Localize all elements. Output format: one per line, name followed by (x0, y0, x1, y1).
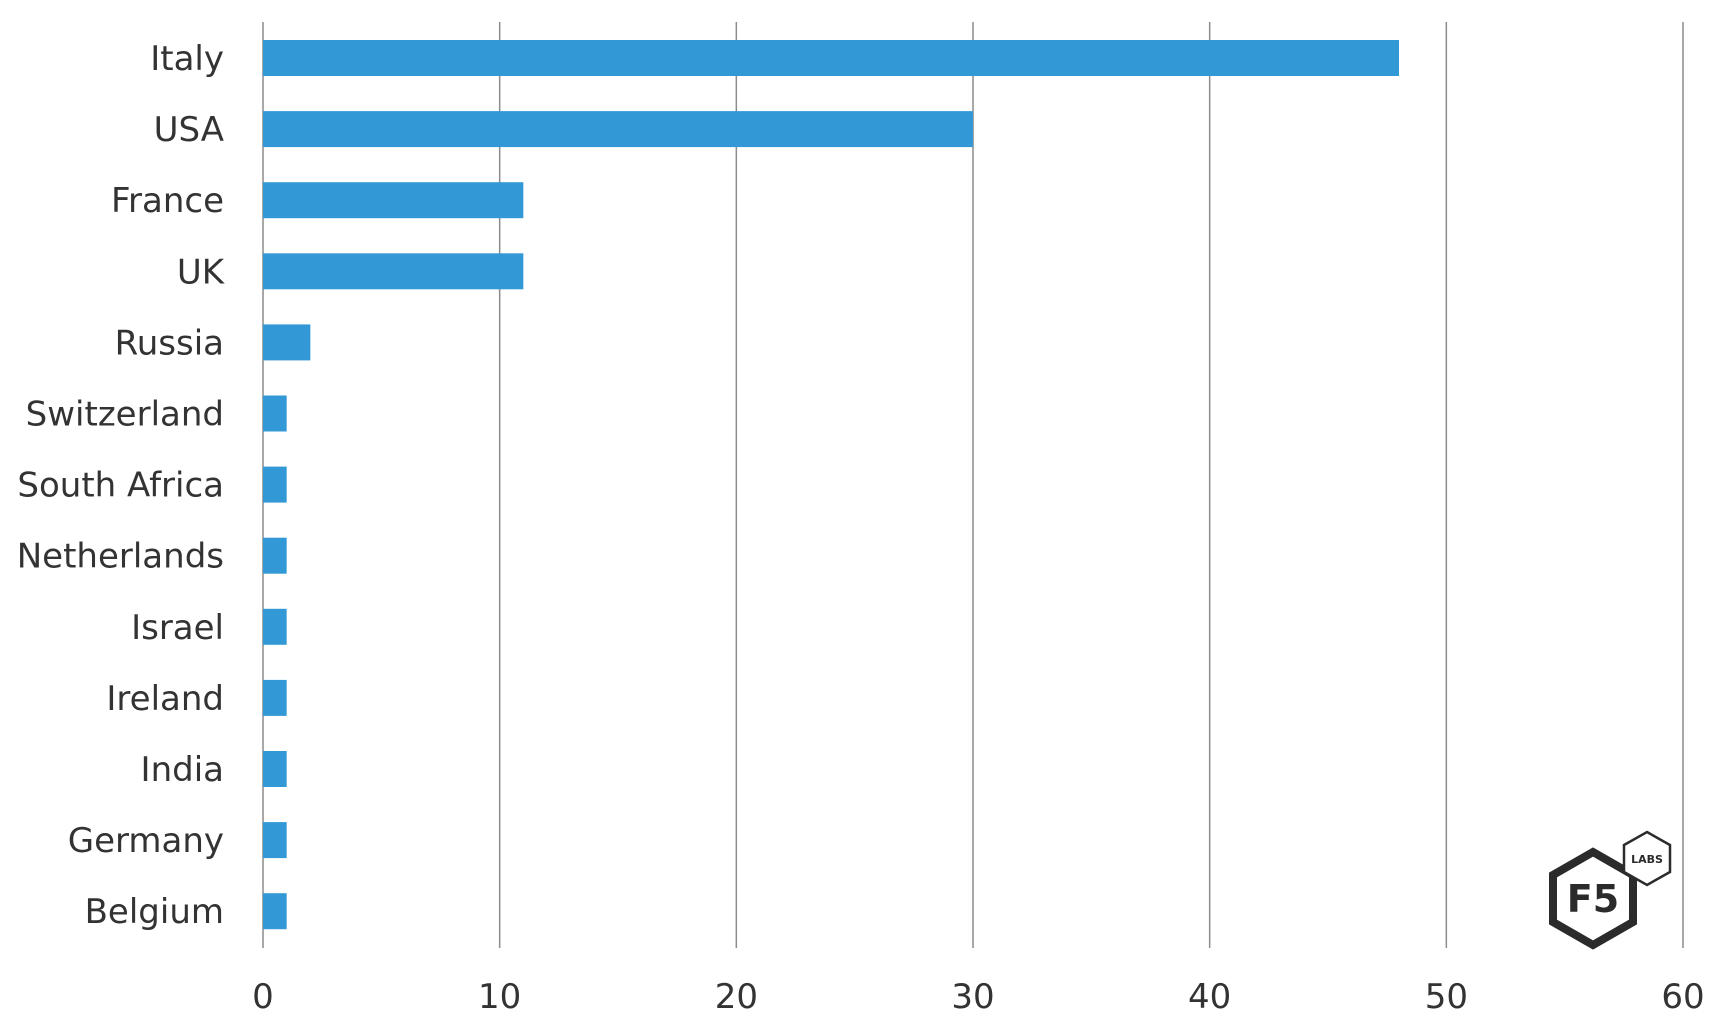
bar-france (263, 182, 524, 219)
category-label-india: India (141, 750, 224, 790)
bar-russia (263, 324, 311, 361)
gridlines (262, 22, 1684, 948)
x-tick-labels: 0 10 20 30 40 50 60 (252, 977, 1704, 1017)
bar-netherlands (263, 537, 287, 574)
category-label-israel: Israel (131, 608, 224, 648)
bar-ireland (263, 679, 287, 716)
category-label-switzerland: Switzerland (26, 395, 224, 435)
category-label-uk: UK (177, 252, 226, 292)
category-label-south-africa: South Africa (17, 466, 224, 506)
x-tick-label-40: 40 (1188, 977, 1231, 1017)
bar-israel (263, 608, 287, 645)
bar-italy (263, 40, 1399, 76)
category-label-france: France (111, 181, 224, 221)
x-tick-label-10: 10 (478, 977, 521, 1017)
category-label-italy: Italy (150, 39, 224, 79)
bar-belgium (263, 893, 287, 930)
category-label-netherlands: Netherlands (17, 537, 224, 577)
bar-south-africa (263, 466, 287, 503)
category-label-ireland: Ireland (106, 679, 224, 719)
category-label-germany: Germany (68, 821, 224, 861)
bar-india (263, 751, 287, 787)
category-label-russia: Russia (115, 323, 224, 363)
bars (263, 40, 1399, 930)
category-label-belgium: Belgium (85, 892, 224, 932)
logo-main-text: F5 (1567, 877, 1619, 921)
labs-hexagon-icon (1622, 830, 1672, 887)
bar-germany (263, 822, 287, 859)
x-tick-label-0: 0 (252, 977, 274, 1017)
category-label-usa: USA (154, 110, 224, 150)
logo-badge-text: LABS (1631, 853, 1663, 866)
f5-labs-logo: F5 LABS (1549, 830, 1672, 950)
bar-switzerland (263, 395, 287, 432)
x-tick-label-30: 30 (951, 977, 994, 1017)
bar-usa (263, 111, 973, 148)
x-tick-label-50: 50 (1425, 977, 1468, 1017)
bar-uk (263, 253, 524, 290)
x-tick-label-60: 60 (1661, 977, 1704, 1017)
category-labels: Italy USA France UK Russia Switzerland South A… (17, 39, 226, 932)
x-tick-label-20: 20 (715, 977, 758, 1017)
